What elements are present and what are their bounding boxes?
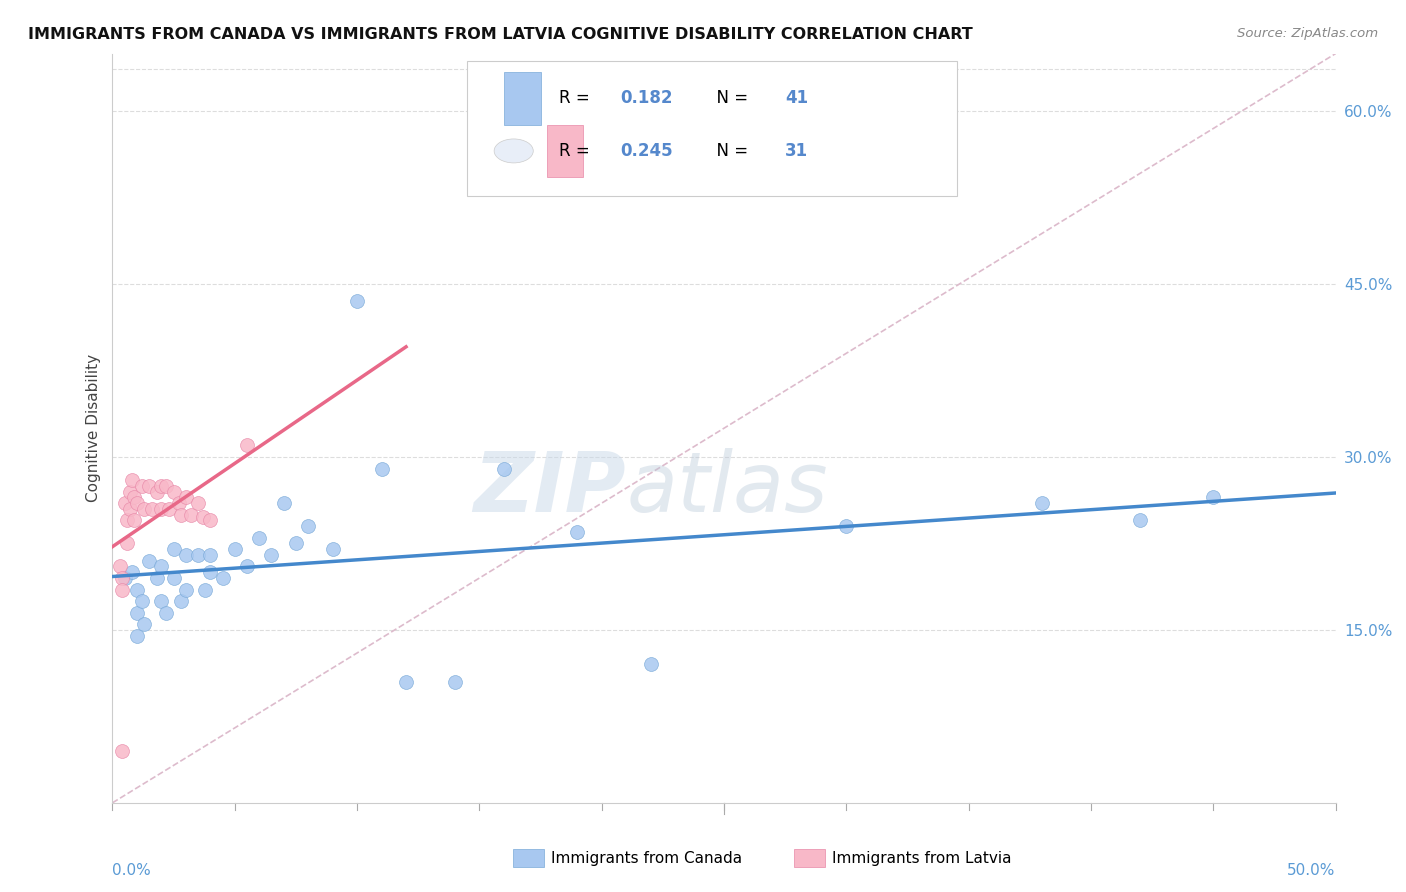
Point: [115, 536, 138, 550]
FancyBboxPatch shape: [467, 61, 956, 196]
Point: [492, 461, 515, 475]
FancyBboxPatch shape: [503, 72, 540, 125]
Point: [134, 617, 156, 632]
Point: [108, 559, 131, 574]
Point: [155, 606, 177, 620]
Point: [125, 629, 148, 643]
Text: 31: 31: [786, 142, 808, 160]
Point: [211, 571, 233, 585]
FancyBboxPatch shape: [547, 125, 583, 178]
Text: 0.0%: 0.0%: [112, 863, 152, 878]
Point: [124, 513, 146, 527]
Point: [273, 496, 295, 510]
Text: Immigrants from Canada: Immigrants from Canada: [551, 851, 742, 865]
Point: [145, 484, 167, 499]
Point: [115, 513, 138, 527]
Text: 0.182: 0.182: [620, 89, 672, 107]
Text: 50.0%: 50.0%: [1288, 863, 1336, 878]
Point: [236, 559, 259, 574]
Point: [121, 566, 143, 580]
Point: [114, 571, 136, 585]
Point: [125, 582, 148, 597]
Point: [138, 554, 160, 568]
Point: [138, 479, 160, 493]
Text: atlas: atlas: [626, 448, 828, 529]
Point: [200, 548, 222, 562]
Point: [174, 582, 197, 597]
Point: [247, 531, 270, 545]
Point: [187, 496, 209, 510]
Point: [395, 674, 418, 689]
Point: [150, 559, 173, 574]
Text: N =: N =: [706, 142, 754, 160]
Text: 0.245: 0.245: [620, 142, 672, 160]
Point: [163, 571, 186, 585]
Text: R =: R =: [560, 142, 600, 160]
Point: [131, 479, 153, 493]
Y-axis label: Cognitive Disability: Cognitive Disability: [86, 354, 101, 502]
Point: [224, 542, 246, 557]
Point: [114, 496, 136, 510]
Point: [284, 536, 308, 550]
Point: [167, 496, 190, 510]
Point: [260, 548, 283, 562]
Point: [370, 461, 392, 475]
Point: [174, 548, 197, 562]
Text: IMMIGRANTS FROM CANADA VS IMMIGRANTS FROM LATVIA COGNITIVE DISABILITY CORRELATIO: IMMIGRANTS FROM CANADA VS IMMIGRANTS FRO…: [28, 27, 973, 42]
Point: [145, 571, 167, 585]
Point: [155, 479, 177, 493]
Point: [180, 508, 202, 522]
Point: [170, 594, 193, 608]
Text: 41: 41: [786, 89, 808, 107]
Point: [640, 657, 662, 672]
Point: [163, 542, 186, 557]
Point: [125, 606, 148, 620]
Point: [1129, 513, 1152, 527]
Text: Source: ZipAtlas.com: Source: ZipAtlas.com: [1237, 27, 1378, 40]
Point: [111, 571, 134, 585]
Point: [111, 582, 134, 597]
Point: [187, 548, 209, 562]
Point: [118, 501, 141, 516]
Point: [131, 594, 153, 608]
Text: N =: N =: [706, 89, 754, 107]
Circle shape: [494, 139, 533, 163]
Point: [141, 501, 163, 516]
Point: [124, 491, 146, 505]
Point: [111, 744, 134, 758]
Point: [125, 496, 148, 510]
Point: [174, 491, 197, 505]
Text: ZIP: ZIP: [474, 448, 626, 529]
Point: [567, 524, 589, 539]
Text: Immigrants from Latvia: Immigrants from Latvia: [832, 851, 1012, 865]
Point: [191, 510, 214, 524]
Point: [297, 519, 319, 533]
Point: [835, 519, 858, 533]
Point: [322, 542, 344, 557]
Point: [134, 501, 156, 516]
Point: [194, 582, 217, 597]
Point: [157, 501, 180, 516]
Text: R =: R =: [560, 89, 600, 107]
Point: [150, 501, 173, 516]
Point: [200, 513, 222, 527]
Point: [163, 484, 186, 499]
Point: [1202, 491, 1225, 505]
Point: [150, 479, 173, 493]
Point: [170, 508, 193, 522]
Point: [121, 473, 143, 487]
Point: [200, 566, 222, 580]
Point: [444, 674, 467, 689]
Point: [346, 294, 368, 309]
Point: [118, 484, 141, 499]
Point: [150, 594, 173, 608]
Point: [236, 438, 259, 452]
Point: [1031, 496, 1053, 510]
